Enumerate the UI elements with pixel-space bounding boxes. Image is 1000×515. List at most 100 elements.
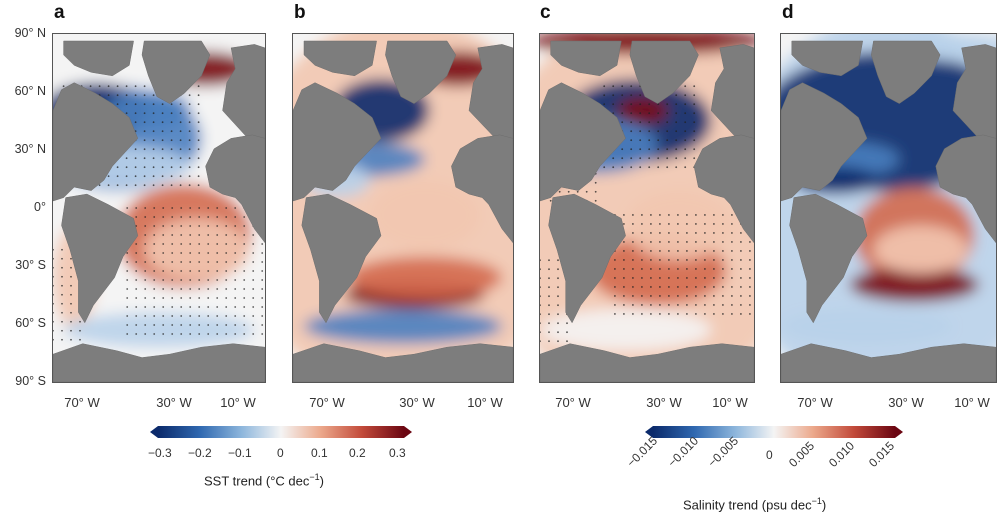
significance-dot	[252, 261, 255, 263]
significance-dot	[70, 311, 72, 314]
significance-dot	[594, 181, 597, 184]
lat-label-0: 0°	[34, 200, 46, 214]
lat-label-60n: 60° N	[14, 84, 46, 98]
significance-dot	[53, 284, 54, 287]
significance-dot	[722, 304, 724, 306]
significance-dot	[639, 139, 642, 142]
significance-dot	[152, 157, 155, 160]
significance-dot	[179, 157, 182, 160]
significance-dot	[632, 286, 634, 288]
significance-dot	[243, 333, 246, 335]
lat-label-90s: 90° S	[15, 374, 46, 388]
significance-dot	[722, 250, 724, 252]
significance-dot	[189, 207, 192, 209]
significance-dot	[162, 225, 165, 227]
significance-dot	[207, 297, 210, 299]
significance-dot	[234, 288, 237, 290]
significance-dot	[713, 286, 715, 288]
significance-dot	[161, 148, 164, 151]
significance-dot	[53, 275, 54, 278]
significance-dot	[126, 315, 129, 317]
land-europe	[468, 44, 513, 139]
significance-dot	[641, 259, 643, 261]
panel-letter-d: d	[782, 2, 794, 23]
significance-dot	[684, 148, 687, 151]
significance-dot	[540, 259, 541, 262]
significance-dot	[70, 275, 72, 278]
significance-dot	[621, 85, 624, 88]
land-south-america	[548, 193, 626, 324]
sst-tick-label: −0.1	[228, 446, 252, 460]
significance-dot	[630, 103, 633, 106]
significance-dot	[89, 85, 92, 88]
significance-dot	[153, 252, 156, 254]
significance-dot	[243, 261, 246, 263]
significance-dot	[603, 85, 606, 88]
significance-dot	[243, 234, 246, 236]
significance-dot	[225, 261, 228, 263]
significance-dot	[144, 270, 147, 272]
significance-dot	[153, 315, 156, 317]
significance-dot	[171, 234, 174, 236]
land-europe	[222, 44, 265, 139]
significance-dot	[134, 94, 137, 97]
significance-dot	[53, 320, 54, 323]
significance-dot	[162, 288, 165, 290]
sst-tick-label: 0.2	[349, 446, 366, 460]
significance-dot	[144, 234, 147, 236]
significance-dot	[189, 333, 192, 335]
significance-dot	[243, 324, 246, 326]
significance-dot	[152, 175, 155, 178]
significance-dot	[243, 288, 246, 290]
significance-dot	[668, 313, 670, 315]
significance-dot	[623, 241, 625, 243]
significance-dot	[713, 214, 715, 216]
significance-dot	[170, 121, 173, 124]
significance-dot	[677, 232, 679, 234]
significance-dot	[648, 112, 651, 115]
significance-dot	[243, 216, 246, 218]
significance-dot	[225, 306, 228, 308]
significance-dot	[162, 234, 165, 236]
significance-dot	[675, 166, 678, 169]
significance-dot	[179, 112, 182, 115]
significance-dot	[207, 261, 210, 263]
significance-dot	[107, 94, 110, 97]
significance-dot	[98, 184, 101, 187]
significance-dot	[61, 302, 63, 305]
significance-dot	[197, 148, 200, 151]
significance-dot	[143, 94, 146, 97]
map-canvas	[53, 34, 265, 382]
significance-dot	[161, 157, 164, 160]
significance-dot	[686, 295, 688, 297]
significance-dot	[540, 304, 541, 307]
map-panel-d	[780, 33, 997, 383]
land-north-america	[53, 82, 139, 202]
salinity-tick-label: 0	[766, 448, 773, 462]
significance-dot	[695, 286, 697, 288]
significance-dot	[557, 286, 559, 289]
significance-dot	[188, 157, 191, 160]
significance-dot	[179, 103, 182, 106]
significance-dot	[641, 268, 643, 270]
significance-dot	[161, 175, 164, 178]
significance-dot	[197, 139, 200, 142]
significance-dot	[713, 223, 715, 225]
significance-dot	[126, 288, 129, 290]
significance-dot	[566, 340, 568, 343]
significance-dot	[135, 297, 138, 299]
salinity-tick-label: 0.010	[826, 438, 858, 470]
significance-dot	[207, 306, 210, 308]
significance-dot	[686, 232, 688, 234]
significance-dot	[180, 270, 183, 272]
significance-dot	[657, 166, 660, 169]
significance-dot	[749, 241, 751, 243]
significance-dot	[207, 288, 210, 290]
significance-dot	[540, 331, 541, 334]
significance-dot	[116, 85, 119, 88]
significance-dot	[216, 225, 219, 227]
significance-dot	[666, 157, 669, 160]
significance-dot	[198, 207, 201, 209]
significance-dot	[225, 324, 228, 326]
significance-dot	[62, 85, 65, 88]
